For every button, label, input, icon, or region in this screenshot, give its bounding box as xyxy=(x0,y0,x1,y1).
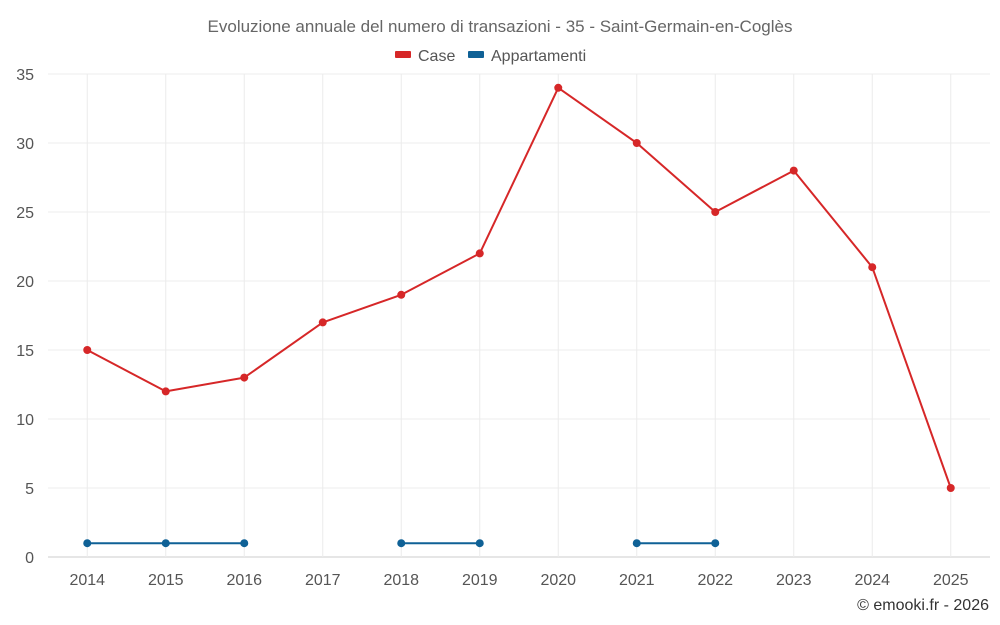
y-tick-label: 20 xyxy=(16,274,34,291)
x-tick-label: 2022 xyxy=(697,572,733,589)
x-tick-label: 2016 xyxy=(226,572,262,589)
data-point-appartamenti[interactable] xyxy=(632,539,641,548)
series-case xyxy=(83,83,955,492)
x-tick-label: 2017 xyxy=(305,572,341,589)
legend-label-case[interactable]: Case xyxy=(418,48,455,65)
y-tick-label: 15 xyxy=(16,343,34,360)
data-point-case[interactable] xyxy=(554,83,563,92)
x-tick-label: 2023 xyxy=(776,572,812,589)
legend-label-appartamenti[interactable]: Appartamenti xyxy=(491,48,586,65)
data-point-case[interactable] xyxy=(868,263,877,272)
x-tick-label: 2025 xyxy=(933,572,969,589)
data-point-case[interactable] xyxy=(83,346,92,354)
series xyxy=(83,83,955,548)
data-point-case[interactable] xyxy=(632,139,641,147)
y-tick-label: 0 xyxy=(25,550,34,567)
grid xyxy=(48,73,990,558)
x-tick-label: 2018 xyxy=(383,572,419,589)
credit-text: © emooki.fr - 2026 xyxy=(857,597,989,614)
x-tick-label: 2020 xyxy=(540,572,576,589)
y-axis-ticks: 0 5 10 15 20 25 30 35 xyxy=(16,67,34,567)
y-tick-label: 25 xyxy=(16,205,34,222)
legend: Case Appartamenti xyxy=(395,48,586,65)
x-tick-label: 2021 xyxy=(619,572,655,589)
x-tick-label: 2015 xyxy=(148,572,184,589)
data-point-appartamenti[interactable] xyxy=(83,539,92,548)
x-tick-label: 2019 xyxy=(462,572,498,589)
y-tick-label: 35 xyxy=(16,67,34,84)
data-point-case[interactable] xyxy=(946,484,955,492)
data-point-appartamenti[interactable] xyxy=(397,539,406,548)
y-tick-label: 5 xyxy=(25,481,34,498)
data-point-case[interactable] xyxy=(161,387,170,396)
data-point-case[interactable] xyxy=(789,166,798,175)
data-point-case[interactable] xyxy=(318,318,327,327)
legend-swatch-case[interactable] xyxy=(395,51,411,58)
data-point-appartamenti[interactable] xyxy=(240,539,249,548)
data-point-appartamenti[interactable] xyxy=(475,539,484,548)
data-point-case[interactable] xyxy=(240,373,249,382)
y-tick-label: 10 xyxy=(16,412,34,429)
chart-title: Evoluzione annuale del numero di transaz… xyxy=(208,17,793,36)
data-point-appartamenti[interactable] xyxy=(711,539,720,548)
data-point-appartamenti[interactable] xyxy=(161,539,170,548)
series-appartamenti xyxy=(83,539,720,548)
data-point-case[interactable] xyxy=(711,208,720,216)
data-point-case[interactable] xyxy=(475,249,484,258)
x-axis-ticks: 2014 2015 2016 2017 2018 2019 2020 2021 2022 2023… xyxy=(69,572,968,589)
data-point-case[interactable] xyxy=(397,290,406,299)
series-line-case xyxy=(86,86,952,489)
legend-swatch-appartamenti[interactable] xyxy=(468,51,484,58)
x-tick-label: 2014 xyxy=(69,572,105,589)
x-tick-label: 2024 xyxy=(854,572,890,589)
y-tick-label: 30 xyxy=(16,136,34,153)
